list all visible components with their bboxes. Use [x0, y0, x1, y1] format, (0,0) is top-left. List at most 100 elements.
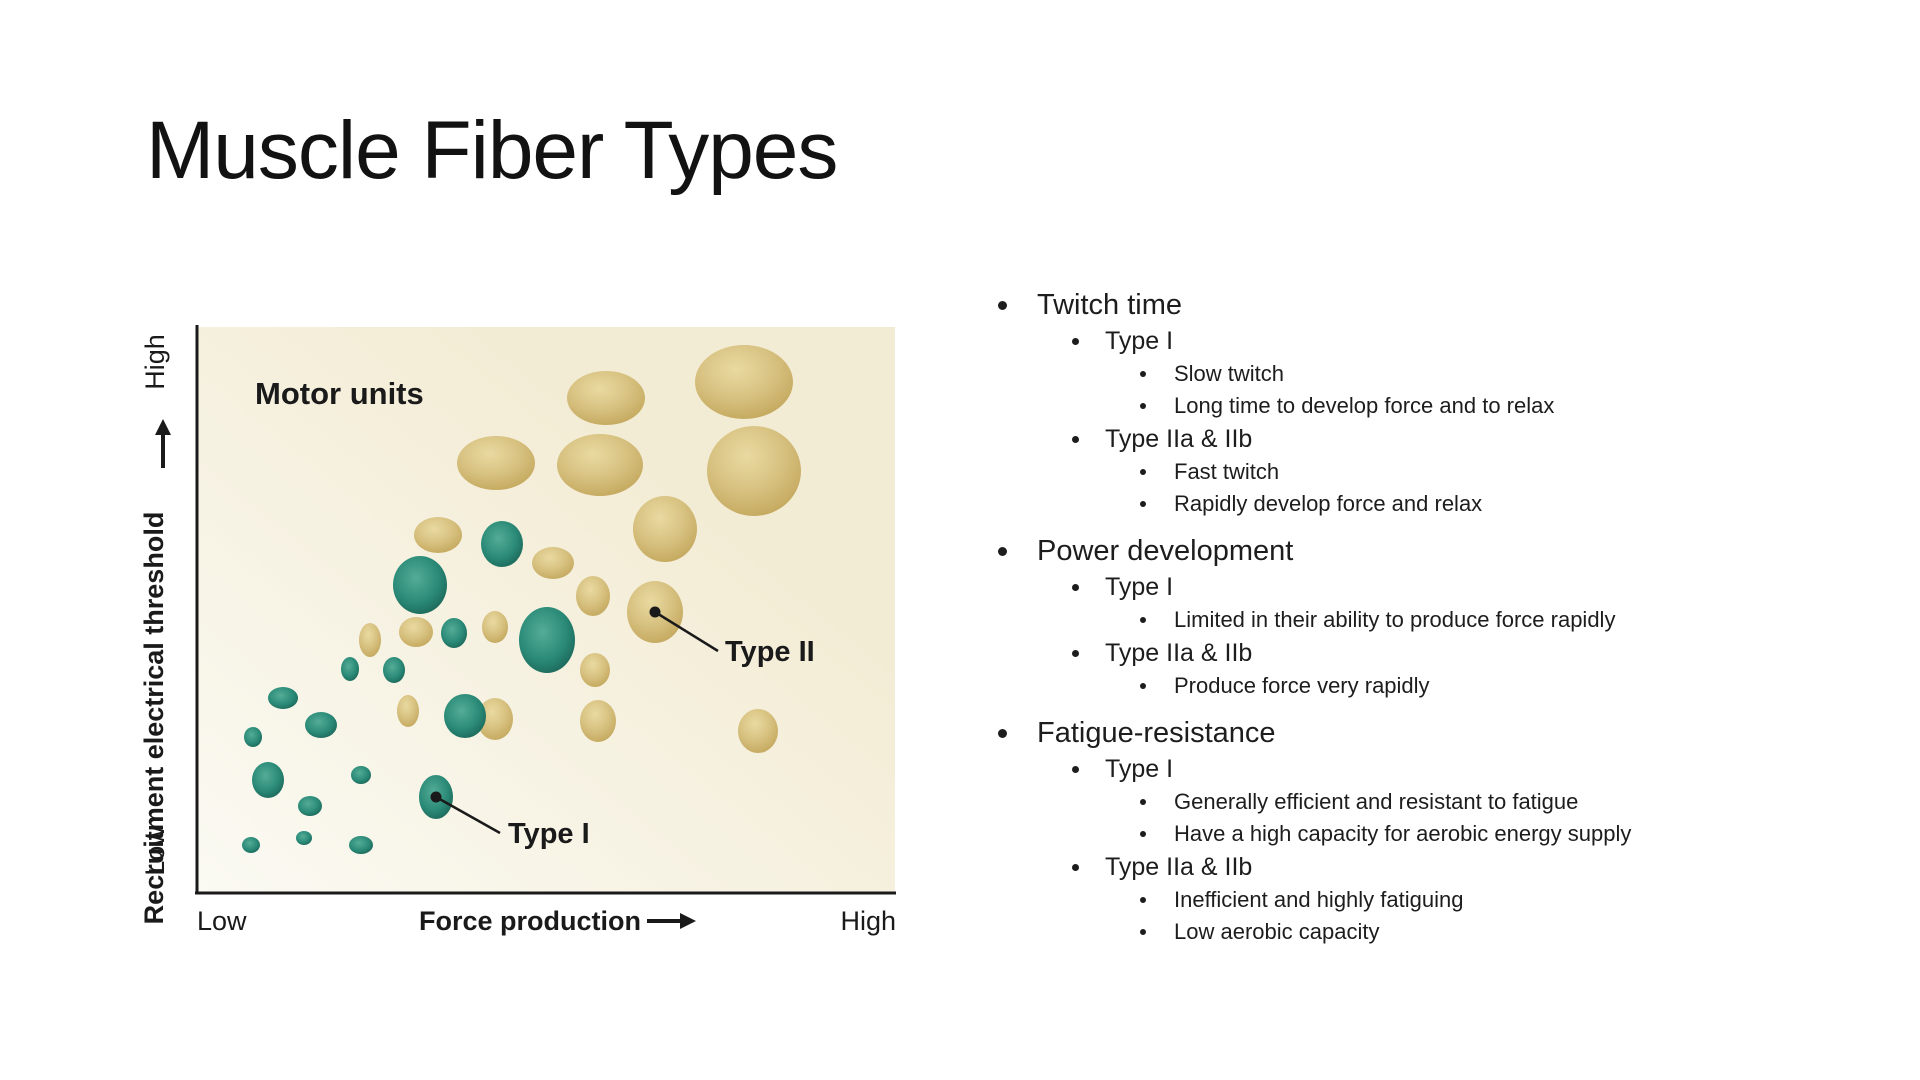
motor-unit-bubble-teal — [393, 556, 447, 614]
y-axis-arrow-head — [155, 419, 171, 435]
bullet-dot — [1072, 583, 1079, 591]
bullet-dot — [1072, 435, 1079, 443]
bullet-item-level3: Low aerobic capacity — [988, 916, 1668, 948]
motor-unit-bubble-teal — [444, 694, 486, 738]
page-title: Muscle Fiber Types — [146, 105, 838, 196]
bullet-item-level2: Type I Limited in their ability to produc… — [988, 570, 1668, 636]
motor-unit-bubble-tan — [738, 709, 778, 753]
motor-units-chart: Motor units Low Force production High Hi… — [139, 325, 896, 936]
bullet-label: Limited in their ability to produce forc… — [1174, 607, 1616, 632]
y-tick-high: High — [140, 334, 170, 390]
bullet-section: Twitch time Type I Slow twitch Long time to… — [988, 286, 1668, 520]
bullet-label: Type I — [1105, 755, 1174, 783]
motor-unit-bubble-teal — [481, 521, 523, 567]
x-axis-label: Force production — [419, 906, 641, 936]
motor-unit-bubble-tan — [359, 623, 381, 657]
motor-unit-bubble-teal — [296, 831, 312, 845]
bullet-dot — [1140, 929, 1146, 935]
y-tick-low: Low — [140, 826, 170, 876]
annotation-dot — [649, 606, 661, 618]
motor-unit-bubble-teal — [305, 712, 337, 738]
motor-unit-bubble-tan — [707, 426, 801, 516]
bullet-item-level3: Rapidly develop force and relax — [988, 488, 1668, 520]
motor-unit-bubble-tan — [557, 434, 643, 496]
bullet-label: Low aerobic capacity — [1174, 919, 1380, 944]
motor-unit-bubble-tan — [414, 517, 462, 553]
bullet-label: Fatigue-resistance — [1037, 717, 1276, 749]
bullet-dot — [1072, 765, 1079, 773]
motor-unit-bubble-tan — [457, 436, 535, 490]
bullet-dot — [998, 728, 1007, 738]
bullet-label: Twitch time — [1037, 289, 1183, 321]
bullet-item-level3: Fast twitch — [988, 456, 1668, 488]
motor-unit-bubble-tan — [576, 576, 610, 616]
motor-unit-bubble-tan — [482, 611, 508, 643]
motor-unit-bubble-teal — [341, 657, 359, 681]
motor-unit-bubble-tan — [580, 700, 616, 742]
x-tick-low: Low — [197, 906, 247, 936]
bullet-list: Twitch time Type I Slow twitch Long time to… — [988, 286, 1668, 948]
bullet-label: Type IIa & IIb — [1105, 639, 1253, 667]
bullet-dot — [1140, 683, 1146, 689]
bullet-dot — [998, 300, 1007, 310]
bullet-item-level3: Produce force very rapidly — [988, 670, 1668, 702]
bullet-label: Long time to develop force and to relax — [1174, 393, 1555, 418]
bullet-section: Power development Type I Limited in their … — [988, 532, 1668, 702]
motor-unit-bubble-teal — [349, 836, 373, 854]
bullet-label: Power development — [1037, 535, 1294, 567]
motor-unit-bubble-teal — [441, 618, 467, 648]
annotation-line — [654, 610, 719, 653]
bullet-label: Slow twitch — [1174, 361, 1285, 386]
bullet-item-level3: Long time to develop force and to relax — [988, 390, 1668, 422]
motor-unit-bubble-teal — [242, 837, 260, 853]
motor-unit-bubble-tan — [633, 496, 697, 562]
bullet-label: Produce force very rapidly — [1174, 673, 1430, 698]
bubble-layer — [242, 345, 801, 854]
bullet-dot — [1140, 469, 1146, 475]
motor-unit-bubble-teal — [298, 796, 322, 816]
y-axis-label: Recruitment electrical threshold — [139, 512, 169, 925]
bullet-label: Type I — [1105, 327, 1174, 355]
x-axis-arrow-head — [680, 913, 696, 929]
bullet-item-level2: Type I Generally efficient and resistant … — [988, 752, 1668, 850]
bullet-label: Generally efficient and resistant to fat… — [1174, 789, 1579, 814]
bullet-dot — [1072, 337, 1079, 345]
bullet-dot — [1140, 799, 1146, 805]
bullet-item-level2: Type IIa & IIb Fast twitch Rapidly develop… — [988, 422, 1668, 520]
bullet-dot — [1140, 501, 1146, 507]
bullet-dot — [998, 546, 1007, 556]
bullet-label: Inefficient and highly fatiguing — [1174, 887, 1464, 912]
motor-unit-bubble-teal — [383, 657, 405, 683]
bullet-label: Type IIa & IIb — [1105, 425, 1253, 453]
bullet-label: Rapidly develop force and relax — [1174, 491, 1483, 516]
bullet-item-level3: Limited in their ability to produce forc… — [988, 604, 1668, 636]
bullet-label: Type IIa & IIb — [1105, 853, 1253, 881]
bullet-dot — [1140, 897, 1146, 903]
motor-unit-bubble-tan — [695, 345, 793, 419]
motor-unit-bubble-tan — [477, 698, 513, 740]
annotation-line — [435, 795, 501, 835]
motor-unit-bubble-teal — [244, 727, 262, 747]
motor-unit-bubble-teal — [519, 607, 575, 673]
motor-unit-bubble-tan — [532, 547, 574, 579]
bullet-dot — [1140, 617, 1146, 623]
bullet-label: Type I — [1105, 573, 1174, 601]
bullet-item-level3: Generally efficient and resistant to fat… — [988, 786, 1668, 818]
bullet-dot — [1140, 371, 1146, 377]
motor-unit-bubble-teal — [252, 762, 284, 798]
motor-unit-bubble-tan — [567, 371, 645, 425]
annotation-label: Type I — [508, 818, 590, 850]
motor-unit-bubble-tan — [580, 653, 610, 687]
annotation-label: Type II — [725, 636, 815, 668]
bullet-item-level3: Have a high capacity for aerobic energy … — [988, 818, 1668, 850]
bullet-item-level2: Type I Slow twitch Long time to develop fo… — [988, 324, 1668, 422]
bullet-label: Fast twitch — [1174, 459, 1280, 484]
annotation-dot — [430, 791, 442, 803]
motor-unit-bubble-teal — [268, 687, 298, 709]
bullet-dot — [1140, 831, 1146, 837]
bullet-item-level2: Type IIa & IIb Produce force very rapidly — [988, 636, 1668, 702]
bullet-dot — [1140, 403, 1146, 409]
motor-unit-bubble-tan — [397, 695, 419, 727]
bullet-section: Fatigue-resistance Type I Generally effici… — [988, 714, 1668, 948]
